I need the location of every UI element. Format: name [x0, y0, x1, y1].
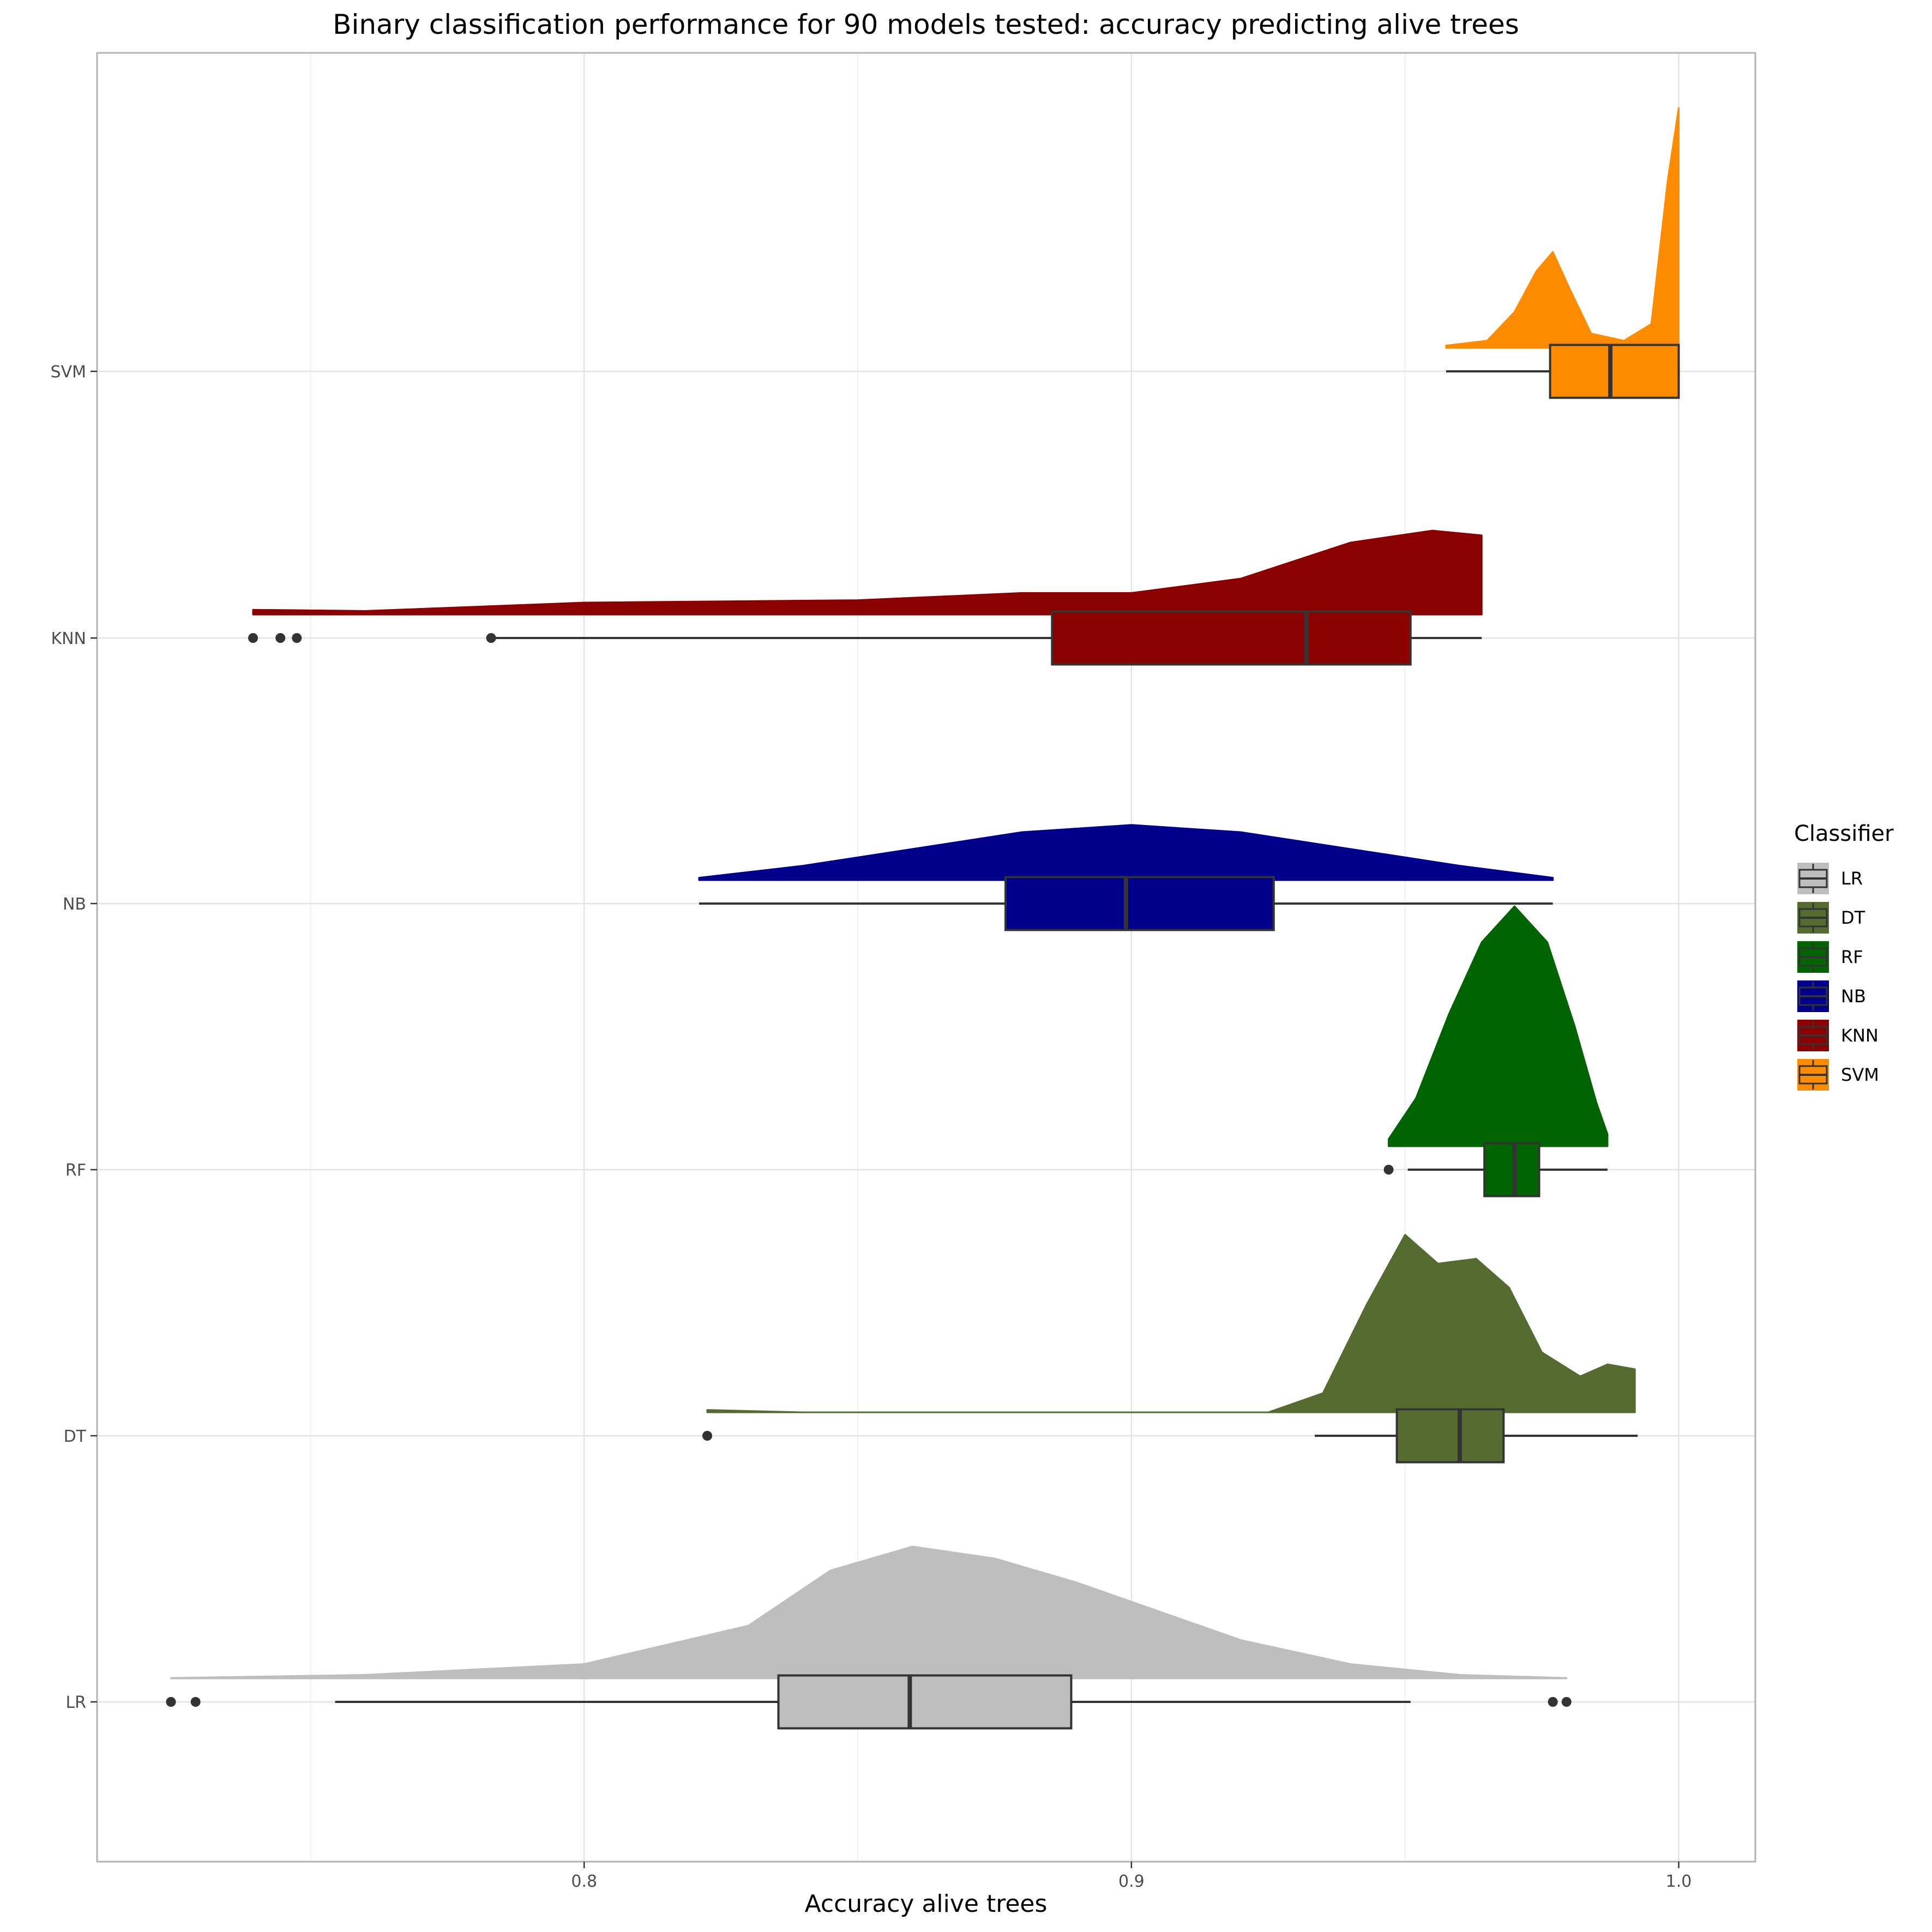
density-svm	[1445, 107, 1680, 349]
outlier-point	[1383, 1165, 1394, 1175]
box-nb	[1004, 876, 1275, 931]
box-knn	[1051, 610, 1412, 666]
outlier-point	[166, 1697, 176, 1707]
legend-item-nb: NB	[1797, 980, 1866, 1012]
chart-title: Binary classification performance for 90…	[333, 9, 1519, 40]
panel-border	[96, 52, 1756, 1863]
legend-label: LR	[1841, 868, 1863, 889]
y-tick-label: LR	[65, 1693, 86, 1712]
legend-label: DT	[1841, 907, 1865, 928]
density-nb	[698, 824, 1554, 881]
x-tick-label: 1.0	[1666, 1872, 1692, 1891]
legend-title: Classifier	[1794, 821, 1894, 846]
y-tick-label: SVM	[51, 363, 86, 382]
x-axis-ticks: 0.8 0.9 1.0	[571, 1862, 1692, 1891]
y-tick-label: KNN	[51, 629, 86, 648]
box-dt	[1395, 1408, 1505, 1464]
legend-label: KNN	[1841, 1025, 1879, 1046]
legend-label: SVM	[1841, 1064, 1879, 1085]
x-tick-label: 0.9	[1118, 1872, 1145, 1891]
outlier-point	[190, 1697, 201, 1707]
x-axis-title: Accuracy alive trees	[805, 1890, 1048, 1918]
box-svm	[1549, 344, 1680, 399]
series-dt	[702, 1233, 1638, 1464]
series-lr	[166, 1545, 1572, 1730]
series-svm	[1445, 107, 1680, 399]
box-lr	[777, 1674, 1073, 1730]
outlier-point	[1548, 1697, 1558, 1707]
y-tick-label: DT	[64, 1427, 87, 1446]
legend: Classifier LR DT RF NB KNN SVM	[1794, 821, 1894, 1091]
legend-item-lr: LR	[1797, 863, 1863, 894]
density-lr	[170, 1545, 1568, 1680]
series-rf	[1383, 905, 1609, 1197]
y-tick-label: RF	[65, 1161, 86, 1180]
legend-item-svm: SVM	[1797, 1059, 1879, 1091]
legend-label: NB	[1841, 986, 1866, 1007]
outlier-point	[292, 633, 302, 643]
density-rf	[1388, 905, 1609, 1147]
legend-item-knn: KNN	[1797, 1020, 1879, 1051]
legend-item-dt: DT	[1797, 902, 1865, 934]
outlier-point	[1561, 1697, 1572, 1707]
outlier-point	[702, 1431, 713, 1441]
legend-label: RF	[1841, 947, 1863, 967]
density-knn	[252, 529, 1483, 616]
y-tick-label: NB	[63, 895, 86, 914]
box-rf	[1483, 1142, 1540, 1197]
legend-item-rf: RF	[1797, 941, 1863, 973]
x-tick-label: 0.8	[571, 1872, 597, 1891]
series-nb	[698, 824, 1554, 931]
series-knn	[248, 529, 1483, 666]
plot-panel	[96, 52, 1756, 1863]
y-axis-ticks: LR DT RF NB KNN SVM	[51, 363, 97, 1712]
outlier-point	[275, 633, 286, 643]
outlier-point	[248, 633, 258, 643]
outlier-point	[486, 633, 496, 643]
density-dt	[706, 1233, 1636, 1413]
